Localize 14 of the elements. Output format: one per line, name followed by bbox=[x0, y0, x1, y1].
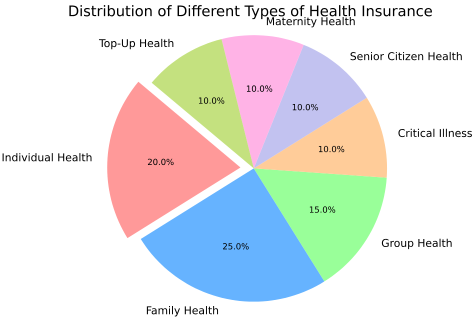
data-label: 10.0% bbox=[246, 85, 272, 92]
slice-label: Individual Health bbox=[2, 153, 92, 162]
slice-label: Group Health bbox=[382, 238, 452, 250]
data-label: 20.0% bbox=[148, 158, 174, 166]
data-label: 25.0% bbox=[223, 243, 249, 250]
slice-label: Family Health bbox=[146, 306, 218, 316]
data-label: 10.0% bbox=[292, 104, 318, 110]
slice-label: Senior Citizen Health bbox=[350, 52, 462, 60]
data-label: 15.0% bbox=[310, 206, 336, 213]
data-label: 10.0% bbox=[318, 146, 344, 152]
slice-label: Maternity Health bbox=[266, 16, 355, 28]
data-label: 10.0% bbox=[198, 97, 224, 104]
slice-label: Critical Illness bbox=[398, 128, 472, 138]
slice-label: Top-Up Health bbox=[98, 38, 174, 50]
